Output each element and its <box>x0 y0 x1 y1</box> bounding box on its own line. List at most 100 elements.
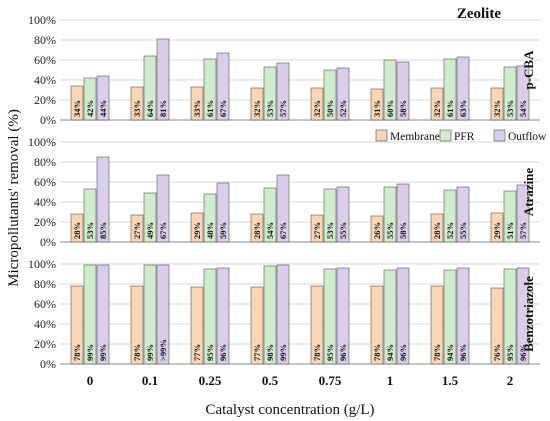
y-tick-label: 40% <box>34 195 56 209</box>
bar-atrazine-pfr-0-5 <box>263 187 277 243</box>
bar-value-label: 33% <box>132 100 142 117</box>
y-tick-label: 0% <box>40 113 56 127</box>
x-axis-label: Catalyst concentration (g/L) <box>205 402 374 418</box>
y-tick-label: 80% <box>34 155 56 169</box>
bar-value-label: 53% <box>85 222 95 239</box>
y-tick-label: 60% <box>34 175 56 189</box>
legend-label: Membrane <box>390 131 440 143</box>
bar-value-label: 57% <box>518 222 528 239</box>
bar-value-label: 96% <box>398 344 408 361</box>
bar-value-label: 99% <box>145 344 155 361</box>
bar-benzotriazole-pfr-0-1 <box>143 264 157 365</box>
bar-value-label: 32% <box>492 100 502 117</box>
bar-p-cba-pfr-0-75 <box>323 69 337 121</box>
bar-p-cba-outflow-0-25 <box>216 52 230 121</box>
x-tick-label: 2 <box>507 373 514 388</box>
bar-benzotriazole-outflow-1-5 <box>456 267 470 365</box>
bar-value-label: 54% <box>265 222 275 239</box>
bar-value-label: 94% <box>385 344 395 361</box>
legend-label: Outflow <box>508 131 547 143</box>
panel-label-benzotriazole: Benzotriazole <box>521 276 536 352</box>
bar-benzotriazole-pfr-0-25 <box>203 268 217 365</box>
bar-value-label: 60% <box>385 100 395 117</box>
bar-benzotriazole-membrane-1 <box>370 285 384 365</box>
bar-value-label: 59% <box>218 222 228 239</box>
bar-benzotriazole-outflow-0-5 <box>276 264 290 365</box>
bar-benzotriazole-membrane-2 <box>490 287 504 365</box>
bar-value-label: 94% <box>445 344 455 361</box>
bar-p-cba-pfr-0-25 <box>203 58 217 121</box>
bar-value-label: 58% <box>398 222 408 239</box>
bar-atrazine-membrane-0 <box>70 213 84 243</box>
panel-benzotriazole: 0%20%40%60%80%100%78% 99% 99% 78% 99% >99% 77%… <box>28 257 540 371</box>
bar-value-label: 96% <box>338 344 348 361</box>
bar-atrazine-membrane-0-25 <box>190 212 204 243</box>
bar-p-cba-outflow-1 <box>396 61 410 121</box>
bar-value-label: 55% <box>458 222 468 239</box>
bar-atrazine-pfr-0-1 <box>143 192 157 243</box>
bar-atrazine-pfr-2 <box>503 190 517 243</box>
bar-benzotriazole-pfr-1-5 <box>443 269 457 365</box>
bar-value-label: 29% <box>492 222 502 239</box>
y-tick-label: 100% <box>28 135 56 149</box>
bar-value-label: 58% <box>398 100 408 117</box>
bar-value-label: 48% <box>205 222 215 239</box>
bar-value-label: 53% <box>265 100 275 117</box>
bar-value-label: 78% <box>432 344 442 361</box>
bar-atrazine-outflow-0-1 <box>156 174 170 243</box>
bar-atrazine-pfr-1-5 <box>443 189 457 243</box>
bar-p-cba-pfr-1 <box>383 59 397 121</box>
bar-value-label: 32% <box>312 100 322 117</box>
bar-value-label: 31% <box>372 100 382 117</box>
bar-p-cba-membrane-0-5 <box>250 87 264 121</box>
bar-atrazine-outflow-1 <box>396 183 410 243</box>
bar-atrazine-pfr-0-25 <box>203 193 217 243</box>
bar-value-label: 85% <box>98 222 108 239</box>
bar-value-label: 67% <box>158 222 168 239</box>
bar-p-cba-membrane-1-5 <box>430 87 444 121</box>
bar-value-label: 78% <box>312 344 322 361</box>
bar-p-cba-membrane-0-75 <box>310 87 324 121</box>
bar-value-label: 49% <box>145 222 155 239</box>
x-tick-label: 1 <box>387 373 394 388</box>
bar-value-label: 42% <box>85 100 95 117</box>
bar-atrazine-membrane-1-5 <box>430 213 444 243</box>
bar-benzotriazole-pfr-1 <box>383 269 397 365</box>
bar-atrazine-outflow-2 <box>516 184 530 243</box>
bar-value-label: 55% <box>338 222 348 239</box>
x-tick-label: 0.5 <box>262 373 279 388</box>
y-tick-label: 20% <box>34 215 56 229</box>
bar-value-label: 26% <box>372 222 382 239</box>
bar-value-label: 34% <box>72 100 82 117</box>
bar-benzotriazole-outflow-0-25 <box>216 267 230 365</box>
bar-value-label: 96% <box>518 344 528 361</box>
bar-p-cba-pfr-0-1 <box>143 55 157 121</box>
bar-value-label: 51% <box>505 222 515 239</box>
bar-p-cba-pfr-1-5 <box>443 58 457 121</box>
bar-value-label: 63% <box>458 100 468 117</box>
y-tick-label: 40% <box>34 73 56 87</box>
y-tick-label: 0% <box>40 235 56 249</box>
bar-p-cba-outflow-0-5 <box>276 62 290 121</box>
bar-benzotriazole-outflow-1 <box>396 267 410 365</box>
bar-value-label: 77% <box>252 344 262 361</box>
bar-atrazine-outflow-1-5 <box>456 186 470 243</box>
bar-value-label: 81% <box>158 100 168 117</box>
legend-item-pfr: PFR <box>439 129 475 143</box>
x-tick-label: 0 <box>87 373 94 388</box>
bar-benzotriazole-pfr-2 <box>503 268 517 365</box>
bar-value-label: 99% <box>278 344 288 361</box>
bar-value-label: 52% <box>445 222 455 239</box>
bar-value-label: 98% <box>265 344 275 361</box>
bar-benzotriazole-pfr-0-5 <box>263 265 277 365</box>
bar-p-cba-outflow-1-5 <box>456 56 470 121</box>
x-tick-label: 0.25 <box>199 373 222 388</box>
bar-value-label: 61% <box>205 100 215 117</box>
bar-atrazine-membrane-0-5 <box>250 213 264 243</box>
bar-p-cba-outflow-0-1 <box>156 38 170 121</box>
bar-value-label: 28% <box>72 222 82 239</box>
x-tick-label: 0.75 <box>319 373 342 388</box>
bar-value-label: 44% <box>98 100 108 117</box>
bar-value-label: 28% <box>252 222 262 239</box>
x-tick-label: 0.1 <box>142 373 158 388</box>
